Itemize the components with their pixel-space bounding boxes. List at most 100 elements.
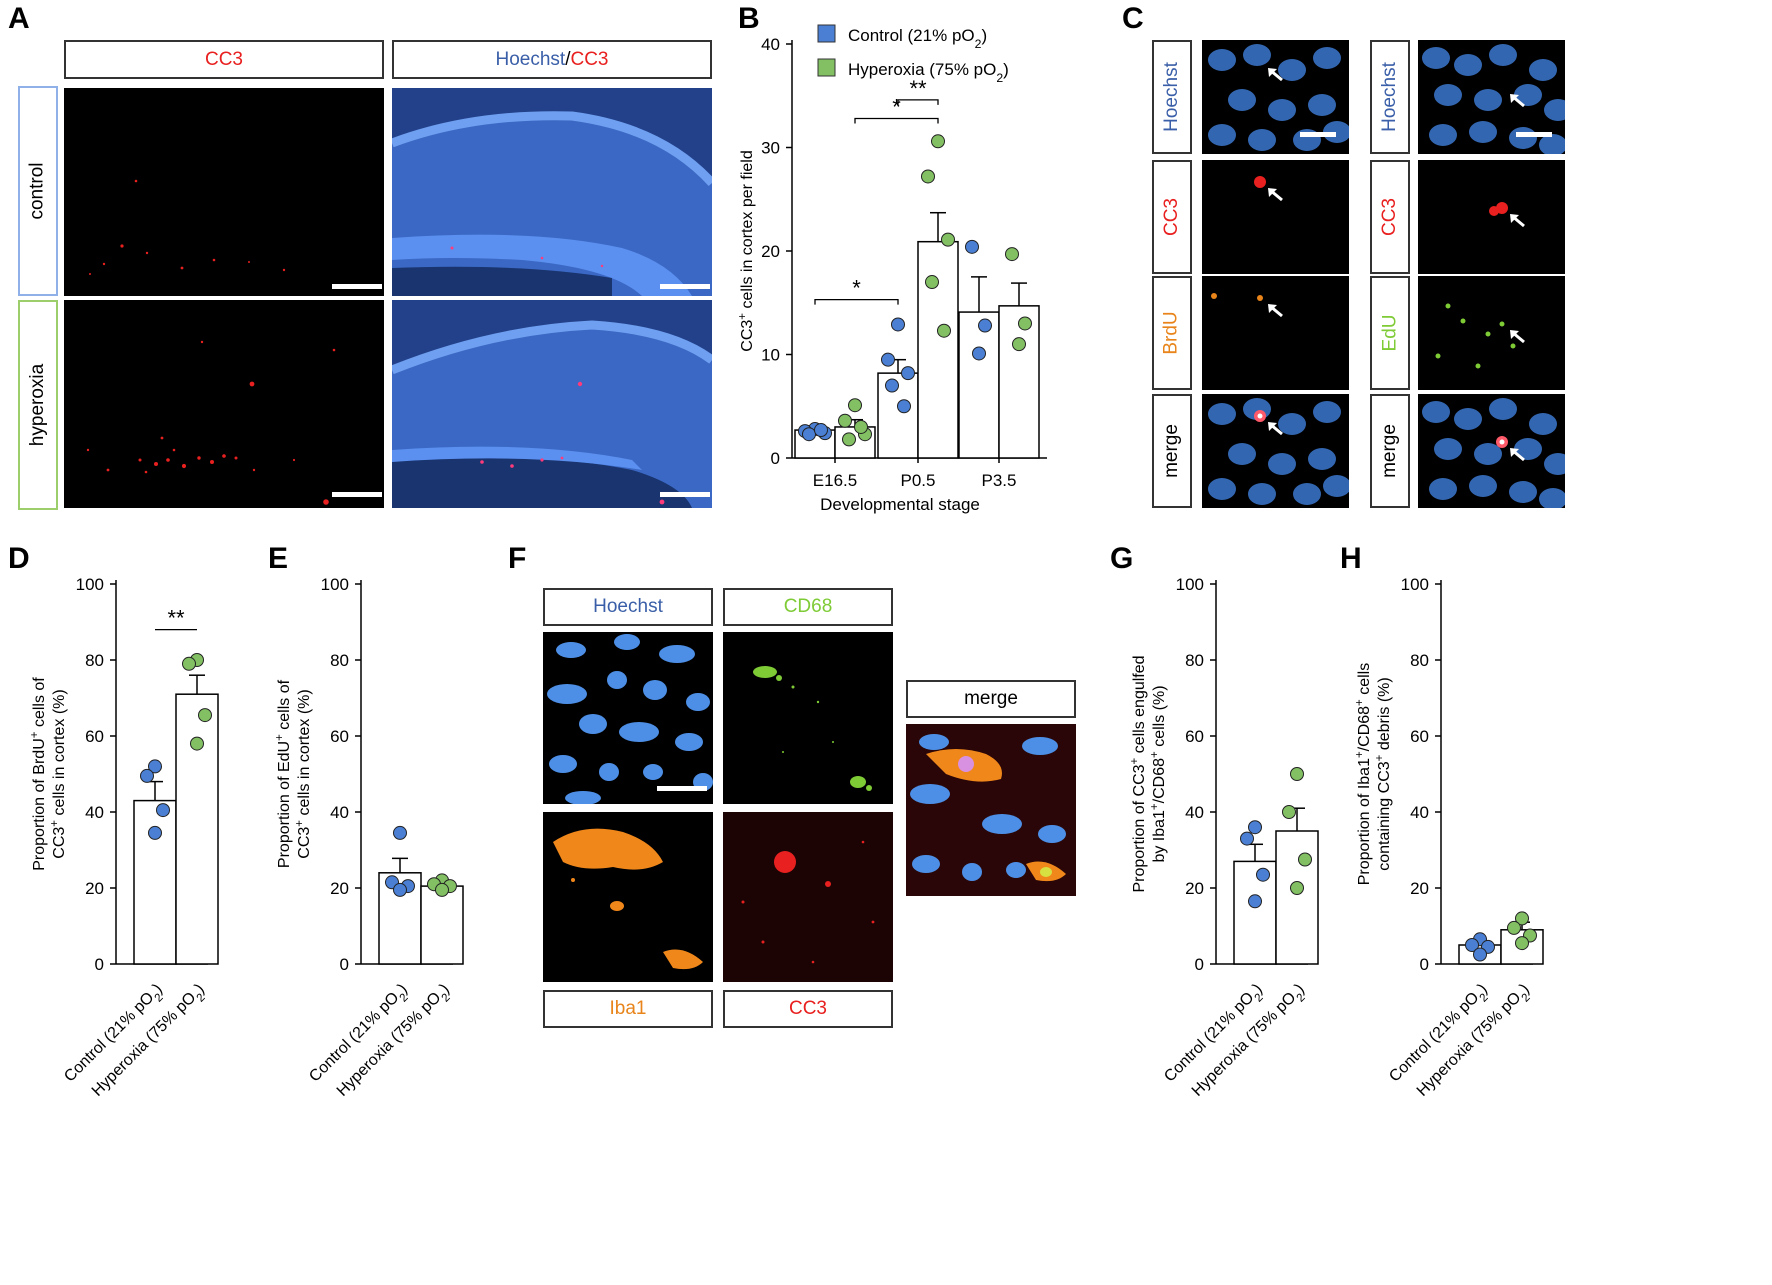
b-data-point (1018, 316, 1032, 331)
g-bar (1233, 860, 1277, 965)
d-y-tick-label: 60 (85, 727, 104, 746)
c-left-row-label-merge: merge (1152, 394, 1192, 508)
c-right-row-label-cc3: CC3 (1370, 160, 1410, 274)
chart-g: 0 20 40 60 80 100 Proportion of CC3+ cells eng… (1129, 575, 1319, 1100)
a-row-control-label: control (18, 86, 58, 296)
b-data-point (925, 275, 939, 290)
a-micrograph-hyperoxia-merge (392, 300, 712, 508)
c-right-micrograph-edu (1418, 276, 1565, 390)
c-right-micrograph-merge (1418, 394, 1565, 508)
b-y-tick-label: 10 (761, 346, 780, 365)
b-data-point (1012, 337, 1026, 352)
e-data-point (393, 825, 407, 840)
b-x-tick-label: P0.5 (901, 471, 936, 490)
d-data-point (140, 768, 154, 783)
b-data-point (897, 399, 911, 414)
a-col-cc3-label: CC3 (64, 40, 384, 79)
b-data-point (941, 232, 955, 247)
d-sig-label: ** (167, 606, 185, 631)
h-data-point (1515, 911, 1529, 926)
b-bar (958, 311, 1000, 459)
b-sig-bracket-label: * (892, 95, 901, 120)
e-bar (420, 885, 464, 965)
chart-e: 0 20 40 60 80 100 Proportion of EdU+ cells ofC… (274, 575, 464, 1100)
b-data-point (881, 352, 895, 367)
d-y-tick-label: 20 (85, 879, 104, 898)
c-right-row-label-edu: EdU (1370, 276, 1410, 390)
h-data-point (1473, 947, 1487, 962)
panel-label-c: C (1122, 2, 1144, 35)
b-sig-bracket (854, 117, 939, 124)
a-micrograph-hyperoxia-cc3 (64, 300, 384, 508)
d-y-tick-label: 0 (95, 955, 104, 974)
b-data-point (1005, 247, 1019, 262)
b-x-tick-label: E16.5 (813, 471, 857, 490)
c-scale-bar (1300, 132, 1336, 137)
h-data-point (1507, 920, 1521, 935)
d-y-axis-label: CC3+ cells in cortex (%) (49, 689, 68, 858)
c-left-row-label-hoechst: Hoechst (1152, 40, 1192, 154)
d-data-point (182, 656, 196, 671)
f-cc3-label: CC3 (723, 990, 893, 1028)
a-scale-bar (332, 284, 382, 289)
c-left-micrograph-merge (1202, 394, 1349, 508)
d-bar (175, 693, 219, 965)
d-data-point (156, 803, 170, 818)
d-data-point (148, 825, 162, 840)
b-sig-bracket (897, 99, 939, 105)
chart-b: 0 10 20 30 40 CC3+ cells in cortex per field D… (737, 24, 1047, 514)
a-scale-bar (660, 284, 710, 289)
b-y-axis-label: CC3+ cells in cortex per field (737, 150, 756, 351)
g-y-tick-label: 40 (1185, 803, 1204, 822)
c-left-micrograph-brdu (1202, 276, 1349, 390)
panel-label-f: F (508, 542, 527, 575)
b-bar (917, 240, 959, 459)
chart-h: 0 20 40 60 80 100 Proportion of Iba1+/CD68+ ce… (1354, 575, 1544, 1100)
chart-d: 0 20 40 60 80 100 Proportion of BrdU+ cells of… (29, 575, 219, 1100)
g-y-tick-label: 100 (1176, 575, 1204, 594)
e-data-point (435, 882, 449, 897)
g-y-tick-label: 60 (1185, 727, 1204, 746)
a-micrograph-control-cc3 (64, 88, 384, 296)
b-data-point (838, 413, 852, 428)
g-y-axis-label: by Iba1+/CD68+ cells (%) (1149, 685, 1168, 862)
b-legend-label: Control (21% pO2) (848, 26, 987, 51)
c-right-micrograph-hoechst (1418, 40, 1565, 154)
b-data-point (802, 427, 816, 442)
h-y-tick-label: 20 (1410, 879, 1429, 898)
d-data-point (148, 759, 162, 774)
f-merge-label: merge (906, 680, 1076, 718)
e-y-tick-label: 0 (340, 955, 349, 974)
g-data-point (1282, 805, 1296, 819)
b-data-point (978, 318, 992, 333)
g-y-axis-label: Proportion of CC3+ cells engulfed (1129, 655, 1148, 892)
b-y-tick-label: 20 (761, 242, 780, 261)
g-data-point (1298, 852, 1312, 867)
h-data-point (1515, 936, 1529, 951)
h-data-point (1465, 938, 1479, 952)
h-y-tick-label: 60 (1410, 727, 1429, 746)
a-scale-bar (660, 492, 710, 497)
b-data-point (901, 366, 915, 381)
panel-label-d: D (8, 542, 30, 575)
f-micrograph-merge (906, 724, 1076, 896)
b-data-point (885, 378, 899, 393)
panel-label-h: H (1340, 542, 1362, 575)
g-y-tick-label: 0 (1195, 955, 1204, 974)
b-data-point (842, 432, 856, 447)
f-scale-bar (657, 786, 707, 791)
c-right-row-label-hoechst: Hoechst (1370, 40, 1410, 154)
panel-label-a: A (8, 2, 30, 35)
d-bar (133, 799, 177, 965)
panel-label-g: G (1110, 542, 1134, 575)
a-col-hoechst-cc3-label: Hoechst / CC3 (392, 40, 712, 79)
b-data-point (854, 419, 868, 434)
h-y-axis-label: containing CC3+ debris (%) (1374, 677, 1393, 871)
d-y-tick-label: 100 (76, 575, 104, 594)
b-legend-swatch (817, 58, 836, 77)
g-data-point (1248, 820, 1262, 835)
e-y-axis-label: CC3+ cells in cortex (%) (294, 689, 313, 858)
c-scale-bar (1516, 132, 1552, 137)
d-y-tick-label: 80 (85, 651, 104, 670)
b-y-tick-label: 40 (761, 35, 780, 54)
